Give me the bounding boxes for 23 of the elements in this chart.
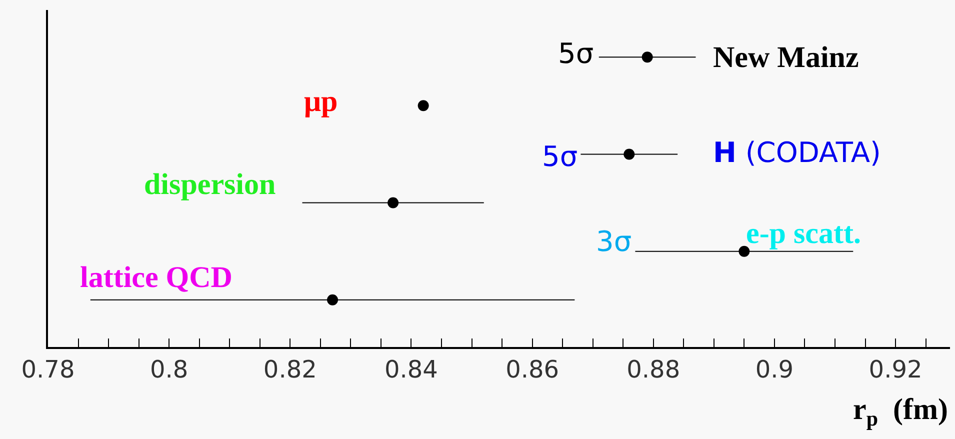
point: [642, 52, 653, 63]
annotation: dispersion: [144, 168, 276, 201]
annotation: 5σ: [558, 37, 594, 70]
annotation: μp: [304, 85, 338, 118]
annotation: 3σ: [596, 225, 632, 258]
x-tick-label: 0.92: [868, 356, 922, 384]
x-tick-label: 0.9: [755, 356, 794, 384]
x-tick-label: 0.8: [150, 356, 188, 384]
annotation: New Mainz: [713, 41, 859, 74]
point: [388, 197, 399, 208]
annotation: lattice QCD: [80, 261, 232, 294]
x-tick-label: 0.78: [21, 356, 75, 384]
annotation: H (CODATA): [713, 136, 881, 169]
annotation: 5σ: [542, 140, 578, 173]
point: [327, 294, 338, 306]
point: [418, 100, 429, 112]
x-axis-title: r$_{p}$ (fm): [853, 393, 948, 430]
point: [624, 148, 635, 160]
x-tick-label: 0.82: [263, 356, 317, 384]
x-tick-label: 0.84: [384, 356, 438, 384]
x-tick-label: 0.88: [626, 356, 680, 384]
annotation: e-p scatt.: [746, 217, 861, 250]
x-tick-label: 0.86: [506, 356, 560, 384]
